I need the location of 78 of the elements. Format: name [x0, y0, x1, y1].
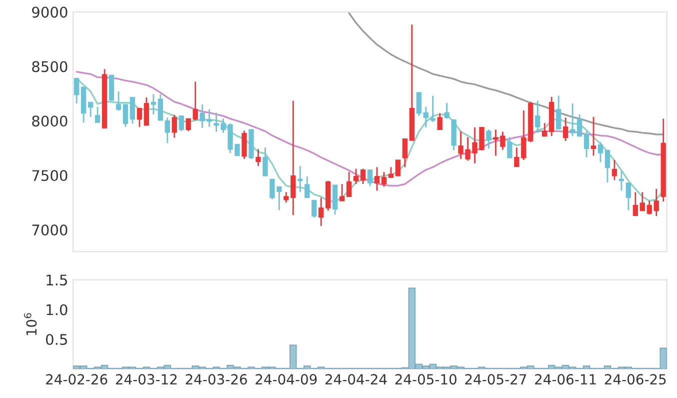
candlestick [262, 146, 268, 177]
candlestick [312, 200, 317, 218]
candlestick [654, 188, 659, 217]
y-tick-label: 7000 [32, 224, 68, 236]
candlestick [360, 168, 366, 185]
x-tick-label: 24-04-24 [326, 374, 387, 385]
candlestick [192, 80, 198, 121]
y-tick-label: 7500 [32, 170, 68, 182]
x-tick-label: 24-05-27 [465, 374, 526, 385]
candlestick [332, 184, 338, 216]
x-tick-label: 24-05-10 [395, 374, 456, 385]
candlestick [604, 150, 610, 184]
candlestick [130, 96, 136, 124]
candlestick [290, 100, 296, 216]
candlestick [298, 165, 303, 193]
candlestick [256, 148, 261, 167]
candlestick [144, 96, 150, 126]
y-tick-label: 1.0 [46, 304, 68, 316]
y-tick-label: 1.5 [46, 274, 67, 286]
candlestick [562, 116, 568, 142]
x-tick-label: 24-06-25 [604, 374, 666, 385]
y-tick-label: 8000 [32, 116, 68, 127]
candlestick [318, 196, 324, 227]
candlestick [570, 102, 576, 137]
candlestick [556, 95, 562, 130]
candlestick [116, 90, 122, 112]
candlestick [242, 130, 247, 160]
candlestick [402, 138, 408, 168]
candlestick [521, 110, 526, 161]
y-tick-label: 9000 [32, 6, 68, 18]
y-tick-label: 0.5 [46, 334, 67, 345]
candlestick [598, 141, 604, 163]
candlestick [395, 160, 401, 176]
candlestick [618, 170, 624, 192]
candlestick [172, 114, 177, 138]
candlestick [584, 130, 590, 158]
candlestick [381, 171, 387, 188]
candlestick [186, 118, 191, 132]
candlestick [632, 191, 638, 217]
candlestick [612, 159, 618, 181]
x-tick-label: 24-03-12 [116, 374, 177, 385]
y-axis-title: 10$^{6}$ [24, 313, 37, 336]
candlestick [514, 146, 520, 168]
candlestick [136, 108, 142, 128]
candlestick [284, 191, 289, 204]
candlestick [367, 169, 373, 187]
candlestick [444, 102, 450, 120]
candlestick [416, 92, 422, 117]
x-tick-label: 24-03-26 [186, 374, 247, 385]
candlestick [164, 116, 170, 144]
y-tick-label: 8500 [32, 61, 68, 72]
x-tick-label: 24-06-11 [535, 374, 596, 385]
candlestick [178, 115, 184, 132]
candlestick [150, 93, 156, 116]
candlestick [423, 106, 428, 128]
candlestick [353, 168, 359, 185]
candlestick [437, 112, 442, 130]
candlestick [576, 114, 582, 137]
candlestick [542, 122, 548, 137]
candlestick [158, 93, 164, 121]
candlestick [535, 100, 540, 134]
candlestick [304, 176, 310, 198]
candlestick [339, 183, 345, 202]
candlestick [646, 200, 652, 216]
candlestick [94, 106, 100, 124]
candlestick [88, 102, 94, 118]
candlestick [626, 182, 632, 211]
candlestick [74, 78, 80, 104]
candlestick [590, 116, 596, 156]
candlestick [122, 104, 128, 128]
candlestick [507, 136, 512, 159]
candlestick [640, 191, 645, 212]
x-tick-label: 24-04-09 [256, 374, 317, 385]
candlestick [486, 128, 492, 150]
x-tick-label: 24-02-26 [46, 374, 108, 385]
candlestick [346, 171, 352, 198]
candlestick [374, 166, 380, 192]
line-series [348, 12, 664, 136]
